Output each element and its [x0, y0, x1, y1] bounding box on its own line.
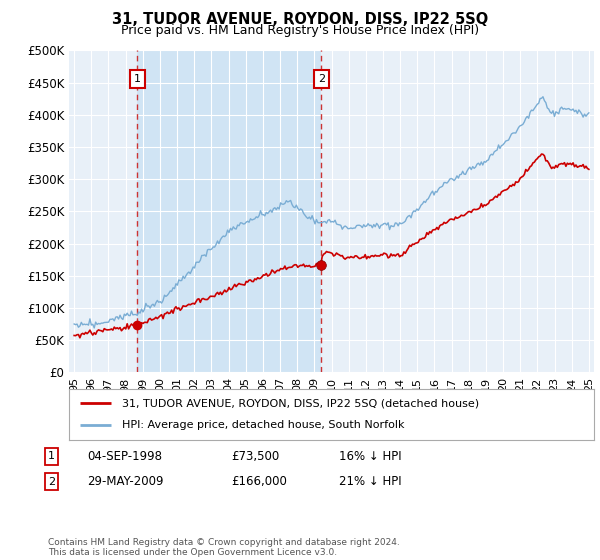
Text: 31, TUDOR AVENUE, ROYDON, DISS, IP22 5SQ: 31, TUDOR AVENUE, ROYDON, DISS, IP22 5SQ — [112, 12, 488, 27]
Text: 04-SEP-1998: 04-SEP-1998 — [87, 450, 162, 463]
Text: Price paid vs. HM Land Registry's House Price Index (HPI): Price paid vs. HM Land Registry's House … — [121, 24, 479, 36]
Text: Contains HM Land Registry data © Crown copyright and database right 2024.
This d: Contains HM Land Registry data © Crown c… — [48, 538, 400, 557]
Text: 2: 2 — [48, 477, 55, 487]
Text: 31, TUDOR AVENUE, ROYDON, DISS, IP22 5SQ (detached house): 31, TUDOR AVENUE, ROYDON, DISS, IP22 5SQ… — [121, 398, 479, 408]
Text: 21% ↓ HPI: 21% ↓ HPI — [339, 475, 401, 488]
Text: 1: 1 — [48, 451, 55, 461]
Text: 29-MAY-2009: 29-MAY-2009 — [87, 475, 163, 488]
Text: 1: 1 — [134, 74, 140, 85]
Text: 16% ↓ HPI: 16% ↓ HPI — [339, 450, 401, 463]
Text: £73,500: £73,500 — [231, 450, 279, 463]
Bar — [137, 50, 322, 372]
Text: HPI: Average price, detached house, South Norfolk: HPI: Average price, detached house, Sout… — [121, 421, 404, 431]
Text: £166,000: £166,000 — [231, 475, 287, 488]
Text: 2: 2 — [318, 74, 325, 85]
